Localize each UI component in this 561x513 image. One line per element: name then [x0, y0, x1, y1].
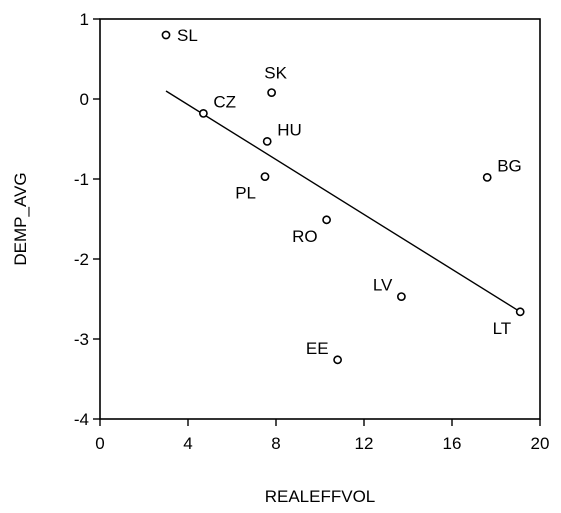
point-label-sl: SL: [177, 26, 198, 45]
point-label-lt: LT: [493, 319, 512, 338]
point-label-bg: BG: [497, 156, 522, 175]
point-label-ro: RO: [292, 227, 318, 246]
point-marker-lt: [515, 307, 525, 317]
point-marker-lv: [396, 292, 406, 301]
plot-frame: [99, 18, 541, 420]
point-marker-pl: [260, 172, 270, 181]
x-tick-label: 20: [531, 434, 550, 453]
y-tick-label: -1: [74, 170, 89, 189]
point-marker-hu: [262, 136, 272, 146]
y-axis-ticks: 1 0 -1 -2 -3 -4: [74, 10, 100, 429]
point-label-ee: EE: [306, 339, 329, 358]
point-marker-sk: [267, 88, 276, 97]
point-label-hu: HU: [277, 120, 302, 139]
y-tick-label: 0: [80, 90, 89, 109]
point-marker-cz: [198, 109, 208, 118]
regression-line: [165, 90, 521, 313]
point-marker-sl: [161, 30, 171, 40]
point-marker-bg: [482, 172, 492, 182]
data-points: SL CZ SK HU PL RO BG LV LT EE: [161, 26, 525, 365]
point-marker-ro: [322, 215, 331, 225]
fit-line: [165, 90, 521, 313]
point-marker-ee: [333, 355, 342, 365]
x-tick-label: 0: [95, 434, 104, 453]
y-tick-label: 1: [80, 10, 89, 29]
y-tick-label: -2: [74, 250, 89, 269]
x-tick-label: 8: [271, 434, 280, 453]
point-label-lv: LV: [373, 276, 393, 295]
y-axis-label: DEMP_AVG: [11, 172, 30, 265]
point-label-sk: SK: [264, 64, 287, 83]
x-axis-ticks: 0 4 8 12 16 20: [95, 419, 549, 453]
point-label-cz: CZ: [213, 92, 236, 111]
x-tick-label: 12: [355, 434, 374, 453]
y-tick-label: -4: [74, 410, 89, 429]
point-label-pl: PL: [235, 184, 256, 203]
x-tick-label: 16: [443, 434, 462, 453]
x-tick-label: 4: [183, 434, 192, 453]
y-tick-label: -3: [74, 330, 89, 349]
plot-border: [99, 18, 541, 420]
x-axis-label: REALEFFVOL: [265, 487, 376, 506]
